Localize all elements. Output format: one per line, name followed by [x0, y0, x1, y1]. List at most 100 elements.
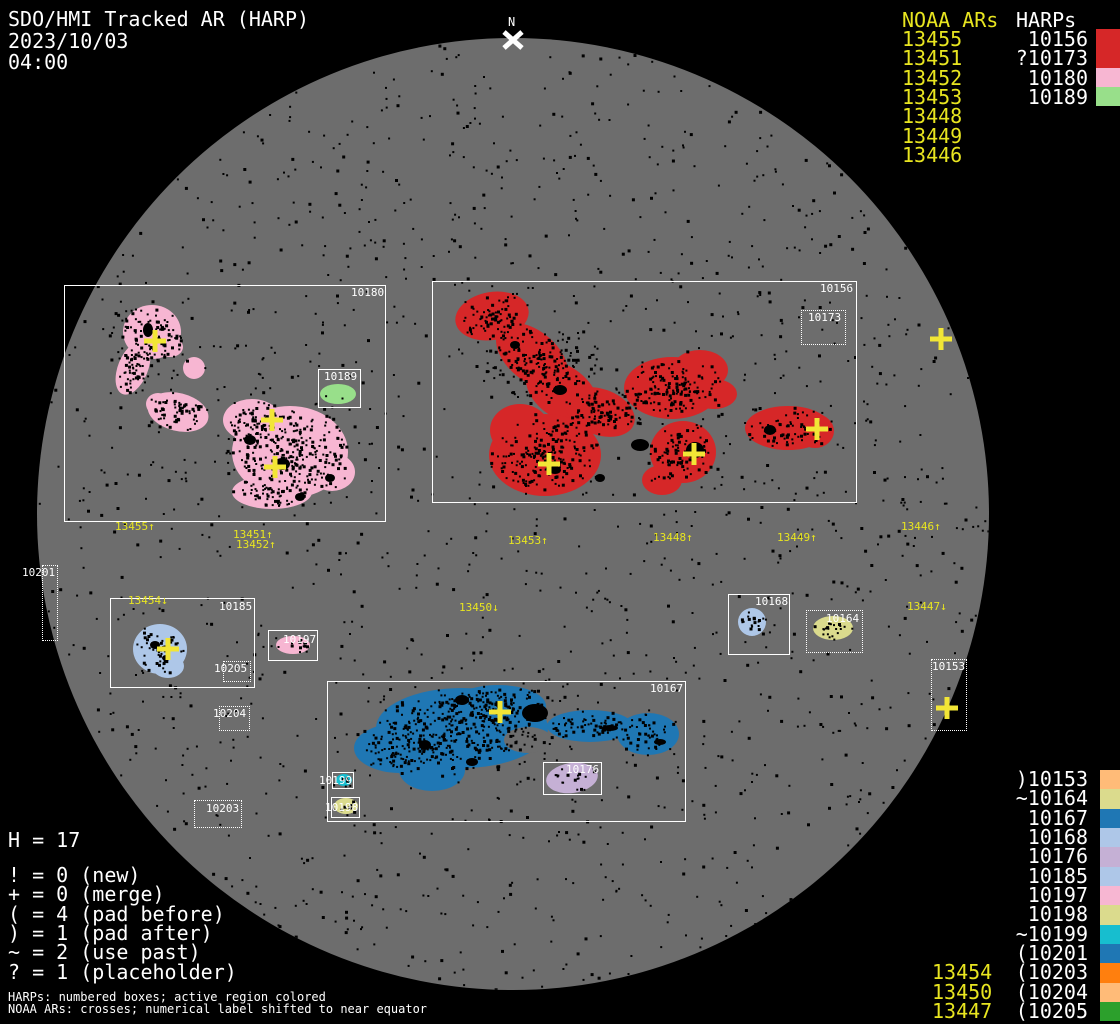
harp-color-swatch [1096, 29, 1120, 49]
noaa-ar-number [932, 886, 992, 905]
harp-box-10156 [432, 281, 857, 503]
noaa-ar-number [932, 847, 992, 866]
harp-box-label-10204: 10204 [213, 707, 247, 720]
noaa-ar-number: 13447 [932, 999, 993, 1024]
noaa-cross-13454 [157, 638, 179, 660]
north-pole-cross-icon [502, 30, 524, 50]
region-10167-notch [504, 727, 552, 753]
date-label: 2023/10/03 [8, 29, 129, 53]
harp-color-swatch [1096, 87, 1120, 107]
noaa-ar-column: 13455 13451 13452 13453 13448 13449 13446 [902, 29, 1022, 165]
noaa-ars-header: NOAA ARs [902, 8, 999, 32]
flag-stats-list: ! = 0 (new) + = 0 (merge)( = 4 (pad befor… [8, 863, 237, 984]
harp-box-label-10167: 10167 [650, 682, 684, 695]
harp-color-swatch [1100, 924, 1120, 945]
harp-box-label-10201: 10201 [22, 566, 56, 579]
harp-color-swatch [1100, 905, 1120, 925]
noaa-ar-number: 13449 [902, 123, 963, 148]
harp-box-10185 [110, 598, 255, 688]
harp-box-label-10156: 10156 [820, 282, 854, 295]
noaa-cross-13455 [144, 330, 166, 352]
harp-number: 10185 [1027, 863, 1088, 888]
harp-number: (10201 [1015, 941, 1088, 966]
harp-box-10189 [318, 369, 361, 408]
harp-box-label-10164: 10164 [826, 612, 860, 625]
harp-box-label-10199: 10199 [319, 774, 353, 787]
harp-box-label-10176: 10176 [566, 763, 600, 776]
harp-number: 10168 [1027, 825, 1088, 850]
harp-color-swatch [1100, 886, 1120, 906]
sunspot-patches [143, 323, 776, 766]
harp-box-10164 [806, 610, 863, 653]
noaa-ar-number [932, 925, 992, 944]
noaa-ar-number [932, 905, 992, 924]
noaa-ar-shifted-label: 13454↓ [128, 594, 168, 607]
noaa-ar-shifted-label: 13453↑ [508, 534, 548, 547]
noaa-cross-13446 [930, 328, 952, 350]
harp-column-bottom: )10153 ~10164 10167 10168 10176 10185 10197 101… [1004, 769, 1088, 1021]
harps-header: HARPs [1016, 8, 1077, 32]
harp-box-label-10197: 10197 [283, 633, 317, 646]
harp-color-swatch [1100, 866, 1120, 887]
harp-color-swatch [1100, 963, 1120, 983]
harp-box-10167 [327, 681, 686, 822]
harp-number: 10189 [1027, 85, 1088, 110]
solar-disk [37, 38, 989, 990]
flag-stat-line: ~ = 2 (use past) [8, 940, 201, 965]
north-label: N [508, 15, 516, 29]
noaa-ar-number: 13448 [902, 104, 963, 129]
noaa-ar-shifted-label: 13450↓ [459, 601, 499, 614]
footer-harps-note: HARPs: numbered boxes; active region col… [8, 990, 326, 1004]
flag-stat-line: ! = 0 (new) [8, 863, 141, 887]
noaa-crosses-layer [144, 328, 958, 723]
harp-box-label-10173: 10173 [808, 311, 842, 324]
noaa-ar-number [932, 770, 992, 789]
region-10156-red [455, 291, 834, 496]
flag-stat-line: ( = 4 (pad before) [8, 901, 225, 926]
harp-total-count: H = 17 [8, 828, 81, 852]
harp-color-swatch [1100, 944, 1120, 964]
harp-swatch-column-bottom [1100, 770, 1120, 1022]
harp-box-10197 [268, 630, 318, 661]
harp-number: ~10199 [1015, 921, 1088, 946]
noaa-cross-13448 [683, 443, 705, 465]
region-10176-lavender [546, 762, 598, 794]
harp-color-swatch [1100, 789, 1120, 809]
noaa-cross-13447 [936, 697, 958, 719]
harp-color-swatch [1100, 808, 1120, 829]
noaa-cross-13453 [538, 453, 560, 475]
flag-stat-line: + = 0 (merge) [8, 882, 165, 907]
noaa-ar-number [932, 828, 992, 847]
harp-box-10199 [332, 772, 354, 789]
harp-color-swatch [1100, 982, 1120, 1003]
noaa-ar-shifted-label: 13448↑ [653, 531, 693, 544]
noaa-ar-shifted-label: 13451↑ [233, 528, 273, 541]
harp-number: (10203 [1015, 960, 1088, 985]
noaa-ar-number: 13452 [902, 65, 963, 90]
harp-number: 10156 [1027, 27, 1088, 51]
harp-box-10176 [543, 762, 602, 795]
noaa-ar-shifted-label: 13449↑ [777, 531, 817, 544]
noaa-ar-shifted-label: 13452↑ [236, 538, 276, 551]
harp-box-10205 [223, 661, 251, 682]
noaa-ar-shifted-label: 13447↓ [907, 600, 947, 613]
harp-number: ?10173 [1015, 46, 1088, 71]
harp-color-swatch [1100, 1002, 1120, 1022]
flag-stat-line: ? = 1 (placeholder) [8, 959, 237, 984]
noaa-ar-number [932, 867, 992, 886]
time-label: 04:00 [8, 50, 69, 74]
harp-number: 10197 [1027, 883, 1088, 908]
harp-number: 10176 [1027, 844, 1088, 869]
noaa-cross-13449 [806, 418, 828, 440]
harp-box-label-10203: 10203 [206, 802, 240, 815]
harp-column: 10156 ?10173 10180 10189 [1004, 27, 1088, 110]
noaa-ar-number [932, 809, 992, 828]
harp-box-label-10153: 10153 [932, 660, 966, 673]
harp-box-10153 [931, 659, 967, 731]
noaa-cross-13450 [489, 701, 511, 723]
harp-color-swatch [1096, 48, 1120, 68]
harp-number: 10167 [1027, 805, 1088, 830]
noaa-ar-number: 13454 [932, 960, 993, 985]
harp-box-label-10198: 10198 [325, 801, 359, 814]
